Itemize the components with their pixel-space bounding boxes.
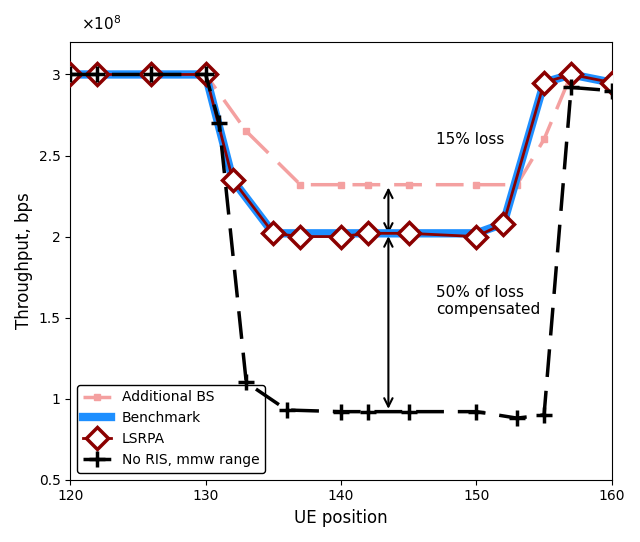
Text: $\times10^8$: $\times10^8$ [81,15,122,33]
Text: 50% of loss
compensated: 50% of loss compensated [436,285,540,318]
Legend: Additional BS, Benchmark, LSRPA, No RIS, mmw range: Additional BS, Benchmark, LSRPA, No RIS,… [77,385,265,473]
Text: 15% loss: 15% loss [436,132,504,147]
X-axis label: UE position: UE position [294,509,388,527]
Y-axis label: Throughput, bps: Throughput, bps [15,192,33,329]
